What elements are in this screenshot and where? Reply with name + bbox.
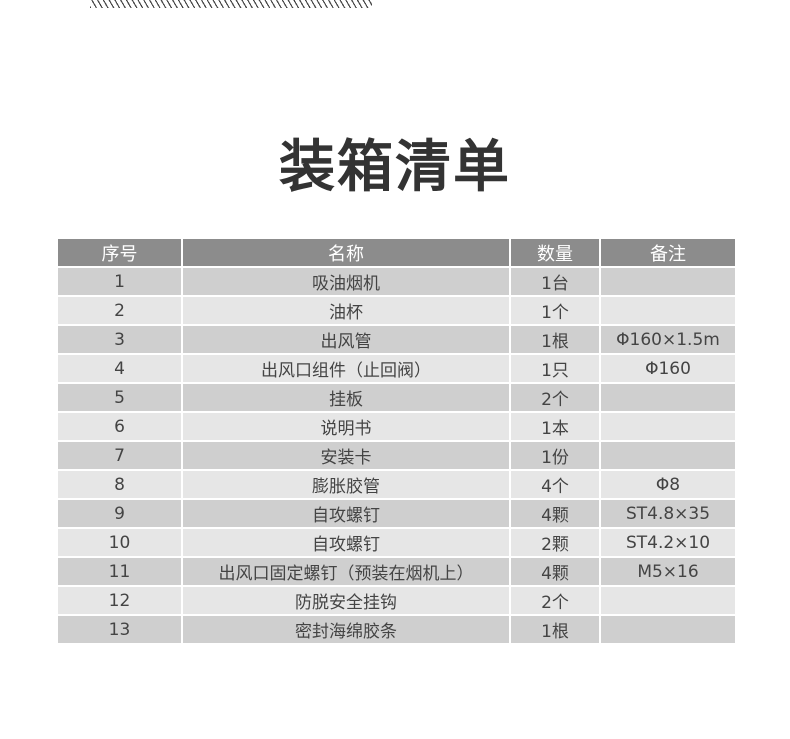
cell-index: 3: [56, 324, 183, 355]
cell-name: 膨胀胶管: [181, 469, 511, 500]
cell-name: 油杯: [181, 295, 511, 326]
header-quantity: 数量: [509, 237, 601, 268]
cell-index: 1: [56, 266, 183, 297]
cell-index: 11: [56, 556, 183, 587]
table-row: 9 自攻螺钉 4颗 ST4.8×35: [56, 498, 737, 529]
table-row: 5 挂板 2个: [56, 382, 737, 413]
table-row: 1 吸油烟机 1台: [56, 266, 737, 297]
table-row: 4 出风口组件（止回阀） 1只 Φ160: [56, 353, 737, 384]
cell-index: 10: [56, 527, 183, 558]
cell-name: 防脱安全挂钩: [181, 585, 511, 616]
cell-index: 12: [56, 585, 183, 616]
cell-notes: ST4.8×35: [599, 498, 737, 529]
cell-quantity: 4个: [509, 469, 601, 500]
cell-index: 6: [56, 411, 183, 442]
cell-name: 出风口组件（止回阀）: [181, 353, 511, 384]
cell-quantity: 1个: [509, 295, 601, 326]
cell-name: 出风管: [181, 324, 511, 355]
cell-notes: [599, 411, 737, 442]
table-row: 13 密封海绵胶条 1根: [56, 614, 737, 645]
cell-notes: ST4.2×10: [599, 527, 737, 558]
cell-index: 7: [56, 440, 183, 471]
header-index: 序号: [56, 237, 183, 268]
cell-name: 安装卡: [181, 440, 511, 471]
cell-index: 4: [56, 353, 183, 384]
table-row: 6 说明书 1本: [56, 411, 737, 442]
cell-notes: [599, 614, 737, 645]
cell-notes: M5×16: [599, 556, 737, 587]
cell-name: 说明书: [181, 411, 511, 442]
cell-notes: [599, 382, 737, 413]
decorative-hatch-bar: [90, 0, 372, 8]
header-notes: 备注: [599, 237, 737, 268]
cell-notes: [599, 585, 737, 616]
cell-notes: Φ160×1.5m: [599, 324, 737, 355]
cell-quantity: 2个: [509, 585, 601, 616]
table-row: 11 出风口固定螺钉（预装在烟机上） 4颗 M5×16: [56, 556, 737, 587]
cell-name: 自攻螺钉: [181, 498, 511, 529]
cell-index: 8: [56, 469, 183, 500]
packing-list-table: 序号 名称 数量 备注 1 吸油烟机 1台 2 油杯 1个 3 出风管 1根 Φ160×1.5m 4…: [56, 237, 737, 645]
table-row: 12 防脱安全挂钩 2个: [56, 585, 737, 616]
cell-quantity: 4颗: [509, 498, 601, 529]
cell-name: 吸油烟机: [181, 266, 511, 297]
cell-notes: Φ8: [599, 469, 737, 500]
cell-quantity: 2颗: [509, 527, 601, 558]
cell-notes: [599, 440, 737, 471]
cell-notes: [599, 266, 737, 297]
cell-name: 出风口固定螺钉（预装在烟机上）: [181, 556, 511, 587]
cell-quantity: 4颗: [509, 556, 601, 587]
table-row: 7 安装卡 1份: [56, 440, 737, 471]
cell-quantity: 1份: [509, 440, 601, 471]
cell-index: 9: [56, 498, 183, 529]
cell-notes: [599, 295, 737, 326]
table-row: 2 油杯 1个: [56, 295, 737, 326]
cell-name: 自攻螺钉: [181, 527, 511, 558]
table-header-row: 序号 名称 数量 备注: [56, 237, 737, 268]
table-row: 10 自攻螺钉 2颗 ST4.2×10: [56, 527, 737, 558]
cell-index: 13: [56, 614, 183, 645]
cell-quantity: 2个: [509, 382, 601, 413]
table-row: 8 膨胀胶管 4个 Φ8: [56, 469, 737, 500]
cell-index: 2: [56, 295, 183, 326]
cell-index: 5: [56, 382, 183, 413]
cell-quantity: 1本: [509, 411, 601, 442]
cell-name: 密封海绵胶条: [181, 614, 511, 645]
table-row: 3 出风管 1根 Φ160×1.5m: [56, 324, 737, 355]
cell-quantity: 1台: [509, 266, 601, 297]
cell-quantity: 1根: [509, 614, 601, 645]
cell-notes: Φ160: [599, 353, 737, 384]
cell-name: 挂板: [181, 382, 511, 413]
cell-quantity: 1只: [509, 353, 601, 384]
page-title: 装箱清单: [279, 135, 511, 200]
header-name: 名称: [181, 237, 511, 268]
cell-quantity: 1根: [509, 324, 601, 355]
